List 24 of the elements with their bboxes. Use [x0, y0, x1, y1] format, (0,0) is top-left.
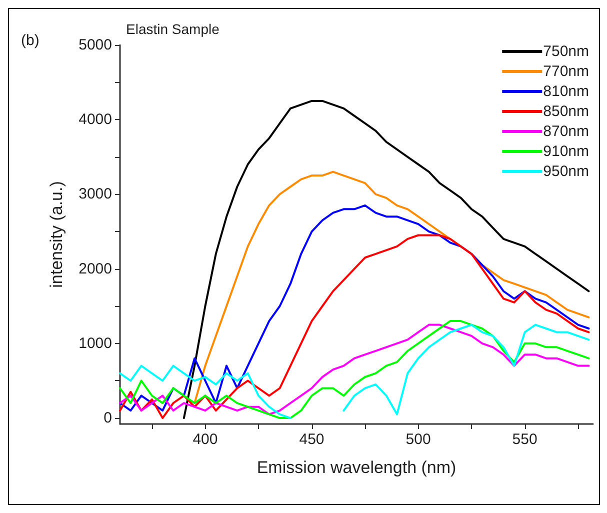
x-tick-label: 500: [406, 431, 431, 448]
y-tick-label: 1000: [78, 334, 112, 352]
y-tick-label: 2000: [78, 260, 112, 278]
y-tick-label: 3000: [78, 186, 112, 203]
legend-label: 950nm: [543, 163, 590, 180]
legend-label: 870nm: [543, 123, 590, 140]
line-series: [182, 100, 590, 420]
line-series: [119, 234, 590, 420]
legend-label: 910nm: [543, 143, 590, 160]
y-tick-label: 0: [104, 410, 112, 427]
legend-label: 770nm: [543, 63, 590, 80]
legend-label: 810nm: [543, 83, 590, 100]
legend-label: 850nm: [543, 103, 590, 120]
x-axis-title: Emission wavelength (nm): [256, 458, 456, 477]
x-tick-label: 550: [512, 431, 538, 448]
legend-label: 750nm: [543, 43, 590, 60]
line-series: [119, 204, 590, 412]
y-axis-title: intensity (a.u.): [47, 181, 66, 288]
x-tick-label: 450: [299, 431, 324, 448]
text: (b): [21, 32, 40, 49]
x-tick-label: 400: [192, 431, 218, 448]
y-tick-label: 4000: [78, 111, 112, 128]
y-tick-label: 5000: [78, 36, 112, 54]
chart-title: Elastin Sample: [126, 21, 220, 37]
